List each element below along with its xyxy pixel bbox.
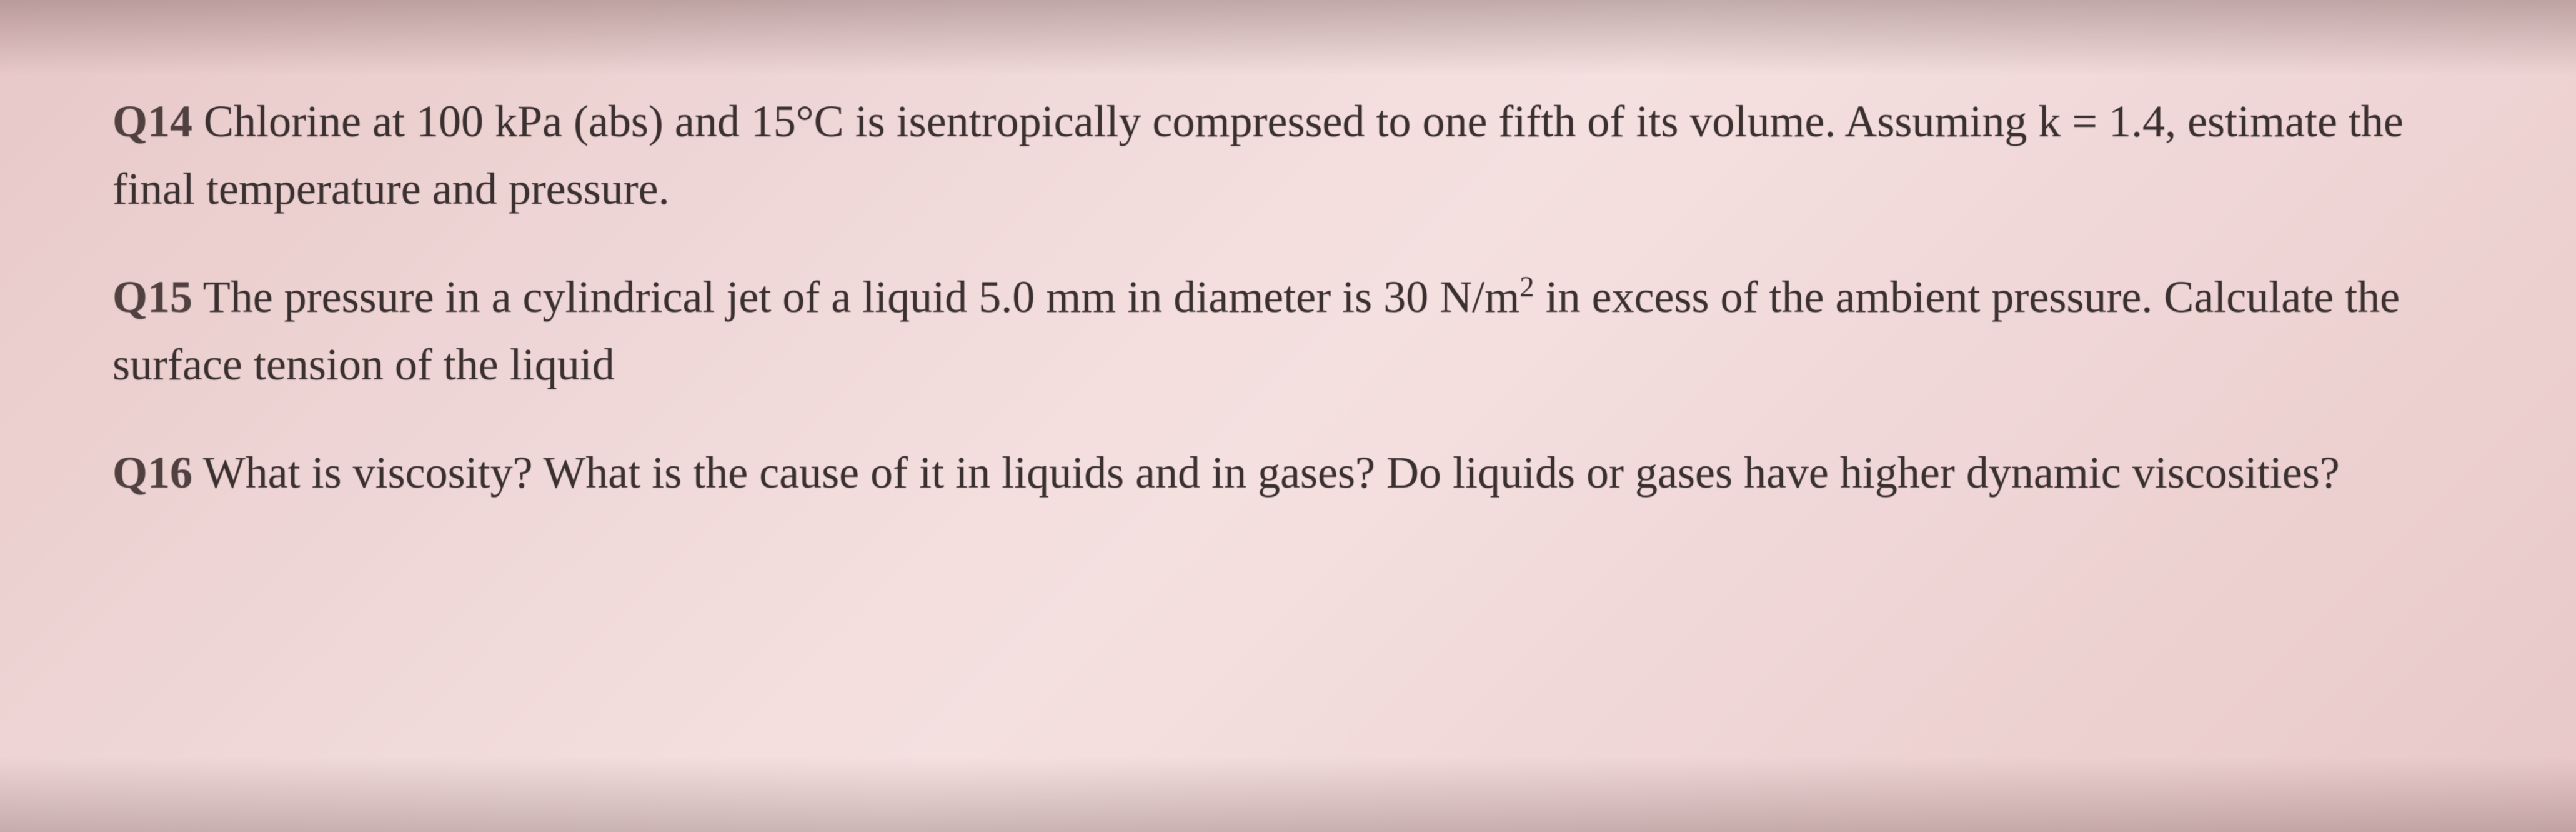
document-content: Q14 Chlorine at 100 kPa (abs) and 15°C i… bbox=[112, 88, 2464, 506]
question-text-16: What is viscosity? What is the cause of … bbox=[192, 448, 2340, 498]
question-15: Q15 The pressure in a cylindrical jet of… bbox=[112, 263, 2464, 398]
question-label-15: Q15 bbox=[112, 272, 192, 322]
question-label-16: Q16 bbox=[112, 448, 192, 498]
question-14: Q14 Chlorine at 100 kPa (abs) and 15°C i… bbox=[112, 88, 2464, 223]
question-16: Q16 What is viscosity? What is the cause… bbox=[112, 439, 2464, 506]
question-text-15-part1: The pressure in a cylindrical jet of a l… bbox=[192, 272, 1519, 322]
question-text-14: Chlorine at 100 kPa (abs) and 15°C is is… bbox=[112, 96, 2404, 214]
question-label-14: Q14 bbox=[112, 96, 192, 146]
superscript-15: 2 bbox=[1519, 271, 1534, 303]
